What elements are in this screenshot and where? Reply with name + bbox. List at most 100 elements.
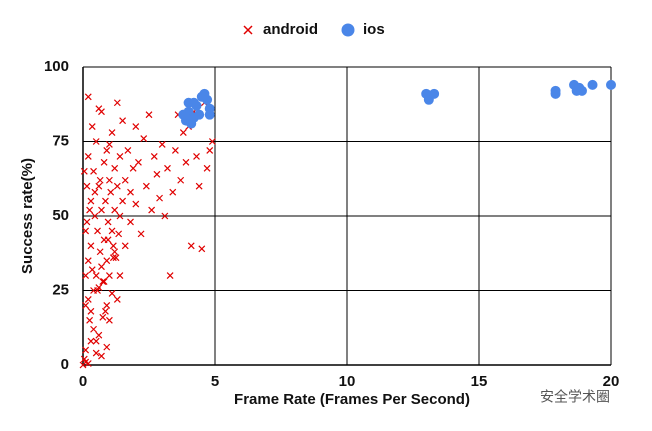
point bbox=[99, 278, 107, 285]
point bbox=[204, 109, 215, 120]
point bbox=[91, 188, 99, 196]
point bbox=[90, 167, 97, 175]
y-tick-label: 75 bbox=[52, 132, 69, 149]
point bbox=[145, 111, 153, 119]
point bbox=[576, 85, 587, 96]
point bbox=[156, 194, 163, 202]
point bbox=[98, 206, 105, 214]
point bbox=[108, 227, 116, 235]
point bbox=[103, 147, 111, 154]
point bbox=[112, 254, 120, 262]
point bbox=[429, 88, 440, 99]
point bbox=[153, 170, 161, 178]
point bbox=[187, 242, 195, 250]
point bbox=[115, 230, 123, 238]
point bbox=[95, 331, 103, 339]
point bbox=[198, 245, 206, 253]
point bbox=[87, 337, 95, 345]
y-axis-label: Success rate(%) bbox=[19, 158, 36, 274]
point bbox=[108, 290, 116, 297]
point bbox=[99, 313, 107, 321]
point bbox=[84, 93, 92, 101]
point bbox=[103, 257, 111, 265]
point bbox=[95, 182, 103, 190]
point bbox=[87, 307, 95, 315]
point bbox=[84, 152, 92, 160]
point bbox=[119, 117, 127, 125]
point bbox=[121, 176, 129, 184]
point bbox=[94, 227, 101, 235]
point bbox=[179, 129, 187, 136]
point bbox=[104, 218, 112, 226]
y-tick-label: 25 bbox=[52, 281, 69, 298]
point bbox=[87, 197, 95, 205]
point bbox=[193, 152, 200, 160]
point bbox=[124, 147, 132, 154]
point bbox=[102, 197, 109, 205]
point bbox=[102, 307, 109, 315]
point bbox=[177, 176, 185, 184]
point bbox=[84, 360, 92, 367]
point bbox=[587, 79, 598, 90]
point bbox=[92, 349, 100, 357]
point bbox=[82, 346, 90, 354]
point bbox=[104, 236, 112, 244]
point bbox=[103, 301, 111, 309]
x-tick-label: 0 bbox=[79, 373, 87, 390]
point bbox=[142, 182, 150, 190]
point bbox=[113, 296, 121, 303]
point bbox=[127, 218, 134, 226]
y-tick-label: 50 bbox=[52, 207, 69, 224]
x-tick-label: 5 bbox=[211, 373, 219, 390]
point bbox=[119, 197, 127, 205]
point bbox=[195, 182, 203, 190]
point bbox=[83, 182, 91, 190]
point bbox=[161, 212, 169, 220]
point bbox=[116, 212, 124, 220]
point bbox=[116, 272, 124, 280]
point bbox=[550, 88, 561, 99]
legend-marker bbox=[341, 23, 355, 37]
point bbox=[109, 242, 117, 250]
point bbox=[92, 272, 100, 280]
point bbox=[88, 266, 96, 274]
point bbox=[140, 135, 148, 142]
point bbox=[108, 129, 116, 136]
point bbox=[105, 141, 113, 148]
point bbox=[98, 352, 105, 360]
point bbox=[109, 254, 117, 262]
legend-label: android bbox=[263, 21, 318, 38]
point bbox=[107, 188, 115, 196]
point bbox=[94, 287, 101, 294]
point bbox=[88, 123, 96, 131]
point bbox=[171, 147, 179, 154]
x-tick-label: 20 bbox=[603, 373, 620, 390]
point bbox=[113, 182, 121, 190]
point bbox=[87, 242, 95, 250]
point bbox=[82, 301, 90, 309]
point bbox=[188, 97, 199, 108]
point bbox=[111, 248, 119, 256]
point bbox=[129, 164, 137, 172]
point bbox=[111, 164, 119, 172]
x-tick-label: 10 bbox=[339, 373, 356, 390]
point bbox=[80, 167, 88, 175]
point bbox=[90, 325, 97, 333]
point bbox=[95, 105, 103, 113]
point bbox=[82, 227, 90, 235]
point bbox=[86, 206, 94, 214]
point bbox=[194, 109, 205, 120]
point bbox=[96, 176, 104, 184]
point bbox=[83, 218, 91, 226]
point bbox=[111, 206, 119, 214]
point bbox=[203, 164, 211, 172]
point bbox=[113, 99, 121, 107]
point bbox=[82, 272, 90, 280]
point bbox=[186, 115, 197, 126]
watermark: 安全学术圈 bbox=[540, 389, 610, 405]
point bbox=[137, 230, 145, 238]
point bbox=[166, 272, 174, 280]
point bbox=[202, 94, 213, 105]
point bbox=[92, 138, 100, 145]
point bbox=[158, 141, 166, 148]
